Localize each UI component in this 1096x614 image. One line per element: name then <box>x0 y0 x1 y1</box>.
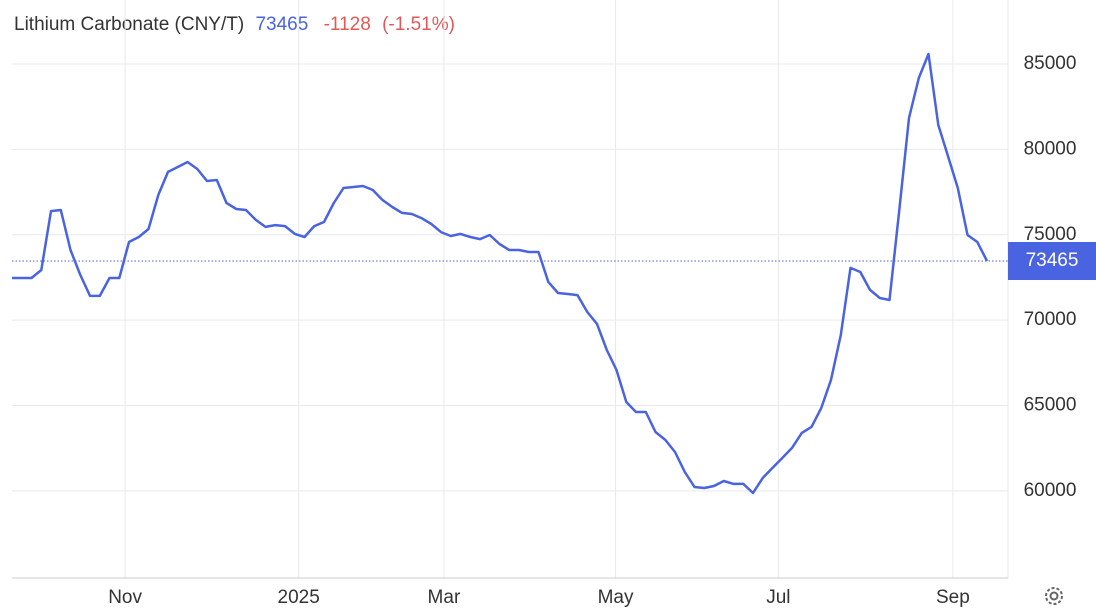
price-line <box>12 52 989 495</box>
y-tick-label: 80000 <box>1024 138 1077 159</box>
chart-title: Lithium Carbonate (CNY/T) <box>14 14 244 35</box>
last-value-box <box>1008 241 1096 280</box>
x-tick-label: 2025 <box>278 587 320 608</box>
last-value-label: 73465 <box>1026 250 1079 271</box>
gear-outer <box>1045 587 1063 605</box>
y-tick-label: 60000 <box>1024 480 1077 501</box>
change: -1128 <box>324 14 371 35</box>
x-tick-label: Sep <box>936 587 970 608</box>
gear-inner <box>1049 591 1059 601</box>
y-tick-label: 85000 <box>1024 53 1077 74</box>
x-tick-label: Nov <box>108 587 142 608</box>
x-tick-label: May <box>598 587 634 608</box>
y-tick-label: 65000 <box>1024 395 1077 416</box>
x-tick-label: Jul <box>766 587 790 608</box>
chart-header: Lithium Carbonate (CNY/T) 73465 -1128 (-… <box>14 14 455 35</box>
settings-icon[interactable] <box>1045 587 1063 605</box>
y-tick-label: 70000 <box>1024 309 1077 330</box>
last-value: 73465 <box>255 14 308 35</box>
x-tick-label: Mar <box>428 587 461 608</box>
y-tick-label: 75000 <box>1024 224 1077 245</box>
change-percent: (-1.51%) <box>382 14 455 35</box>
